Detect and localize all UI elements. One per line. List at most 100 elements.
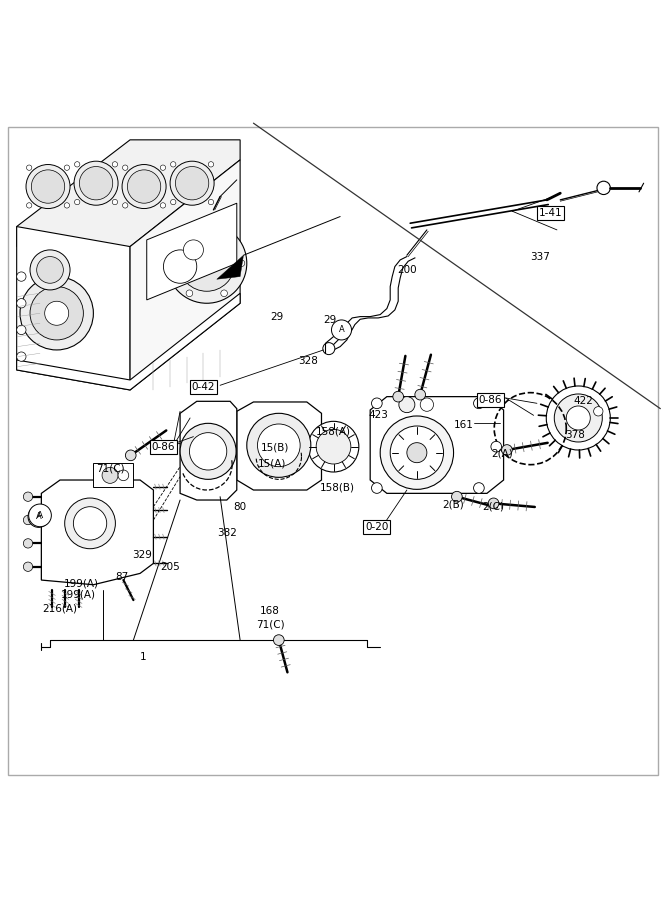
- Circle shape: [17, 299, 26, 308]
- Circle shape: [399, 397, 415, 412]
- Circle shape: [221, 290, 227, 297]
- Text: 337: 337: [530, 252, 550, 262]
- Circle shape: [123, 202, 128, 208]
- Circle shape: [393, 392, 404, 402]
- Circle shape: [180, 423, 236, 480]
- Text: 328: 328: [298, 356, 318, 365]
- Circle shape: [308, 421, 359, 472]
- Circle shape: [546, 386, 610, 450]
- Text: A: A: [36, 512, 41, 521]
- Circle shape: [20, 276, 93, 350]
- Circle shape: [171, 200, 176, 204]
- Text: 1: 1: [140, 652, 147, 662]
- Circle shape: [407, 443, 427, 463]
- Circle shape: [64, 165, 69, 170]
- Polygon shape: [147, 203, 237, 300]
- Circle shape: [171, 162, 176, 167]
- Circle shape: [566, 406, 590, 430]
- Text: 216(A): 216(A): [43, 603, 77, 613]
- Circle shape: [415, 390, 426, 400]
- Circle shape: [27, 202, 32, 208]
- Circle shape: [102, 467, 118, 483]
- Polygon shape: [370, 397, 504, 493]
- Circle shape: [474, 398, 484, 409]
- Circle shape: [208, 162, 213, 167]
- Circle shape: [23, 539, 33, 548]
- Circle shape: [122, 165, 166, 209]
- Circle shape: [167, 223, 247, 303]
- Circle shape: [75, 162, 80, 167]
- Circle shape: [175, 166, 209, 200]
- Text: 382: 382: [217, 528, 237, 538]
- Circle shape: [420, 398, 434, 411]
- Circle shape: [221, 230, 227, 237]
- Circle shape: [273, 634, 284, 645]
- Text: 1-41: 1-41: [538, 208, 562, 218]
- Circle shape: [488, 498, 499, 508]
- Text: 71(C): 71(C): [256, 620, 284, 630]
- Circle shape: [17, 272, 26, 281]
- Circle shape: [257, 424, 300, 467]
- Circle shape: [127, 170, 161, 203]
- Polygon shape: [17, 293, 240, 390]
- Text: 87: 87: [115, 572, 129, 581]
- Text: 15(B): 15(B): [261, 443, 289, 453]
- Polygon shape: [93, 464, 133, 487]
- Circle shape: [597, 181, 610, 194]
- Circle shape: [65, 498, 115, 549]
- Circle shape: [594, 407, 603, 416]
- Circle shape: [112, 200, 117, 204]
- Circle shape: [28, 506, 49, 527]
- Text: 2(C): 2(C): [483, 501, 504, 512]
- Circle shape: [160, 202, 165, 208]
- Circle shape: [27, 165, 32, 170]
- Circle shape: [23, 562, 33, 572]
- Circle shape: [23, 516, 33, 525]
- Circle shape: [502, 445, 512, 455]
- Text: 0-86: 0-86: [151, 442, 175, 452]
- Polygon shape: [237, 402, 321, 490]
- Text: 29: 29: [270, 311, 283, 321]
- Polygon shape: [41, 480, 153, 585]
- Text: 200: 200: [397, 265, 417, 274]
- Circle shape: [73, 507, 107, 540]
- Text: 2(B): 2(B): [443, 499, 464, 509]
- Text: 2(A): 2(A): [492, 448, 513, 458]
- Text: 205: 205: [160, 562, 180, 572]
- Polygon shape: [130, 160, 240, 390]
- Text: 199(A): 199(A): [61, 590, 96, 599]
- Text: 378: 378: [565, 430, 585, 440]
- Polygon shape: [17, 227, 130, 390]
- Text: 329: 329: [132, 551, 152, 561]
- Circle shape: [29, 504, 51, 526]
- Circle shape: [79, 166, 113, 200]
- Circle shape: [170, 161, 214, 205]
- Text: 0-42: 0-42: [191, 382, 215, 392]
- Text: 422: 422: [574, 396, 594, 406]
- Polygon shape: [17, 140, 240, 247]
- Text: 199(A): 199(A): [64, 579, 99, 589]
- Circle shape: [474, 482, 484, 493]
- Circle shape: [30, 286, 83, 340]
- Circle shape: [238, 260, 245, 266]
- Circle shape: [17, 352, 26, 361]
- Text: 29: 29: [323, 315, 337, 325]
- Text: 0-86: 0-86: [478, 395, 502, 405]
- Text: 423: 423: [369, 410, 389, 419]
- Circle shape: [31, 170, 65, 203]
- Circle shape: [183, 240, 203, 260]
- Circle shape: [554, 394, 602, 442]
- Text: A: A: [37, 511, 43, 520]
- Circle shape: [390, 426, 444, 480]
- Text: 0-20: 0-20: [365, 522, 389, 532]
- Text: 161: 161: [454, 419, 474, 429]
- Circle shape: [112, 162, 117, 167]
- Circle shape: [26, 165, 70, 209]
- Circle shape: [189, 433, 227, 470]
- Circle shape: [169, 260, 175, 266]
- Circle shape: [179, 235, 235, 292]
- Circle shape: [118, 470, 129, 481]
- Text: 71(C): 71(C): [96, 464, 124, 473]
- Circle shape: [75, 200, 80, 204]
- Circle shape: [125, 450, 136, 461]
